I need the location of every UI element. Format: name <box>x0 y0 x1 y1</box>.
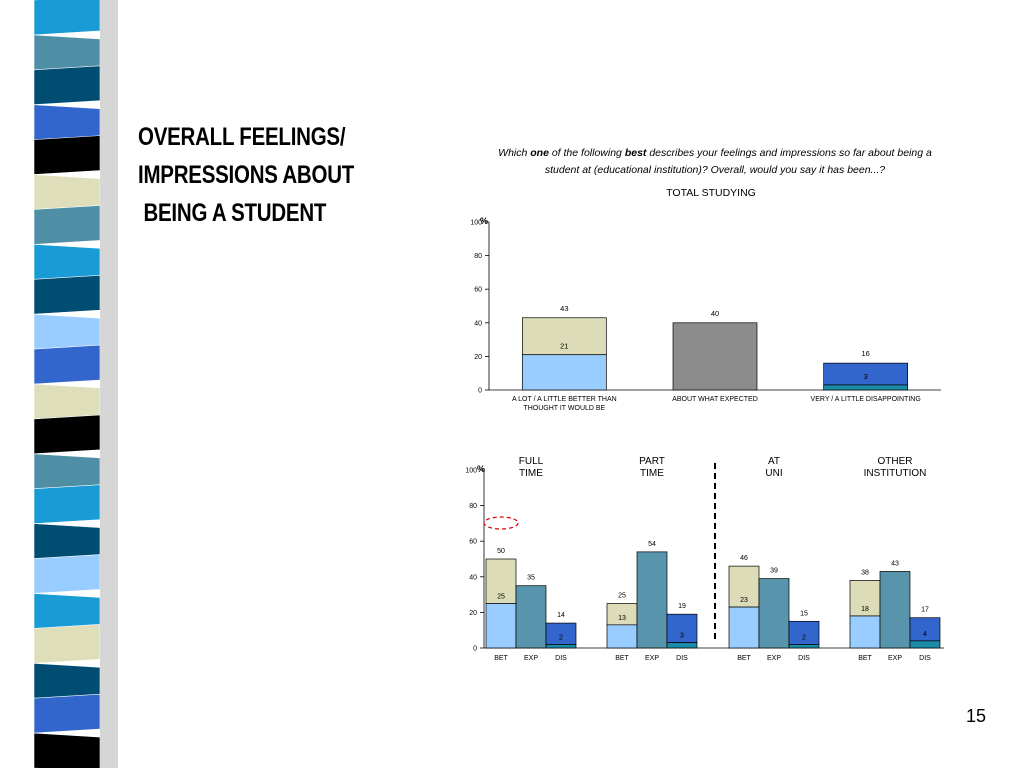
y-tick-label: 0 <box>478 388 482 395</box>
bar-total-value-label: 19 <box>678 603 686 610</box>
bar-category-label: BET <box>858 655 872 662</box>
y-tick-label: 40 <box>469 574 477 581</box>
bar-total-value-label: 17 <box>921 607 929 614</box>
bar-category-label: EXP <box>645 655 659 662</box>
bar-category-label: DIS <box>555 655 567 662</box>
category-label: THOUGHT IT WOULD BE <box>523 405 605 412</box>
question-text: of the following <box>548 147 625 159</box>
bar-top-segment <box>666 613 698 644</box>
page-title: OVERALL FEELINGS/ IMPRESSIONS ABOUT BEIN… <box>138 118 384 232</box>
title-line: IMPRESSIONS ABOUT <box>138 161 355 189</box>
bar-inner-value-label: 2 <box>802 634 806 641</box>
y-tick-label: 0 <box>473 646 477 653</box>
bar-total-value-label: 38 <box>861 569 869 576</box>
bar-total-value-label: 16 <box>861 349 869 358</box>
y-tick-label: 80 <box>474 253 482 260</box>
bar-total-value-label: 35 <box>527 575 535 582</box>
bar-category-label: DIS <box>798 655 810 662</box>
category-label: A LOT / A LITTLE BETTER THAN <box>512 396 617 403</box>
question-text: Which <box>498 147 531 159</box>
y-tick-label: 100 <box>470 220 482 227</box>
bar-base-segment <box>666 642 698 649</box>
group-label: INSTITUTION <box>864 468 927 479</box>
bar-single-segment <box>636 551 668 649</box>
bar-inner-value-label: 3 <box>680 633 684 640</box>
group-label: OTHER <box>878 456 913 467</box>
bar-total-value-label: 25 <box>618 593 626 600</box>
bar-single-segment <box>672 322 758 391</box>
bar-total-value-label: 46 <box>740 555 748 562</box>
bar-base-segment <box>606 624 638 649</box>
bar-total-value-label: 50 <box>497 548 505 555</box>
bar-category-label: DIS <box>919 655 931 662</box>
bar-inner-value-label: 21 <box>560 342 568 351</box>
group-label: PART <box>639 456 665 467</box>
title-line: OVERALL FEELINGS/ <box>138 123 346 151</box>
strip-margin <box>0 0 34 768</box>
bar-inner-value-label: 13 <box>618 615 626 622</box>
y-tick-label: 100 <box>465 468 477 475</box>
bar-total-value-label: 39 <box>770 568 778 575</box>
y-tick-label: 20 <box>474 354 482 361</box>
bar-inner-value-label: 18 <box>861 606 869 613</box>
bar-total-value-label: 43 <box>560 304 568 313</box>
y-axis-label: % <box>480 216 488 226</box>
bar-top-segment <box>485 558 517 604</box>
question-emphasis: one <box>530 147 549 159</box>
bar-base-segment <box>485 603 517 649</box>
bar-total-value-label: 43 <box>891 560 899 567</box>
bar-category-label: EXP <box>524 655 538 662</box>
bar-inner-value-label: 4 <box>923 631 927 638</box>
bar-category-label: EXP <box>888 655 902 662</box>
bar-base-segment <box>823 384 909 391</box>
bar-total-value-label: 14 <box>557 612 565 619</box>
decorative-side-strip <box>0 0 118 768</box>
bar-single-segment <box>758 578 790 649</box>
y-tick-label: 20 <box>469 610 477 617</box>
y-tick-label: 80 <box>469 503 477 510</box>
bar-category-label: DIS <box>676 655 688 662</box>
bar-base-segment <box>545 644 577 649</box>
y-tick-label: 60 <box>469 539 477 546</box>
bar-top-segment <box>728 565 760 608</box>
category-label: ABOUT WHAT EXPECTED <box>672 396 758 403</box>
survey-question: Which one of the following best describe… <box>480 145 950 179</box>
bar-inner-value-label: 25 <box>497 594 505 601</box>
title-line: BEING A STUDENT <box>138 199 327 227</box>
bar-base-segment <box>728 606 760 649</box>
bar-category-label: BET <box>615 655 629 662</box>
bar-total-value-label: 15 <box>800 610 808 617</box>
group-label: TIME <box>519 468 543 479</box>
bar-category-label: EXP <box>767 655 781 662</box>
y-tick-label: 40 <box>474 320 482 327</box>
bar-top-segment <box>521 317 607 356</box>
page-number: 15 <box>966 706 987 726</box>
y-axis-label: % <box>477 464 485 474</box>
bar-base-segment <box>521 354 607 391</box>
bar-total-value-label: 40 <box>711 309 719 318</box>
bar-base-segment <box>909 640 941 649</box>
category-label: VERY / A LITTLE DISAPPOINTING <box>811 396 921 403</box>
group-label: AT <box>768 456 780 467</box>
group-label: UNI <box>765 468 782 479</box>
group-label: FULL <box>519 456 544 467</box>
chart-title: TOTAL STUDYING <box>666 187 756 199</box>
bar-single-segment <box>879 571 911 649</box>
bar-inner-value-label: 2 <box>559 634 563 641</box>
y-tick-label: 60 <box>474 287 482 294</box>
bar-category-label: BET <box>737 655 751 662</box>
bar-total-value-label: 54 <box>648 541 656 548</box>
highlight-ellipse <box>483 516 519 530</box>
bar-single-segment <box>515 585 547 649</box>
question-text: describes your feelings and impressions … <box>544 147 932 176</box>
bar-base-segment <box>849 615 881 649</box>
bar-inner-value-label: 23 <box>740 597 748 604</box>
question-emphasis: best <box>624 147 647 159</box>
strip-shadow <box>100 0 118 768</box>
group-label: TIME <box>640 468 664 479</box>
bar-inner-value-label: 3 <box>864 372 868 381</box>
bar-category-label: BET <box>494 655 508 662</box>
bar-base-segment <box>788 644 820 649</box>
